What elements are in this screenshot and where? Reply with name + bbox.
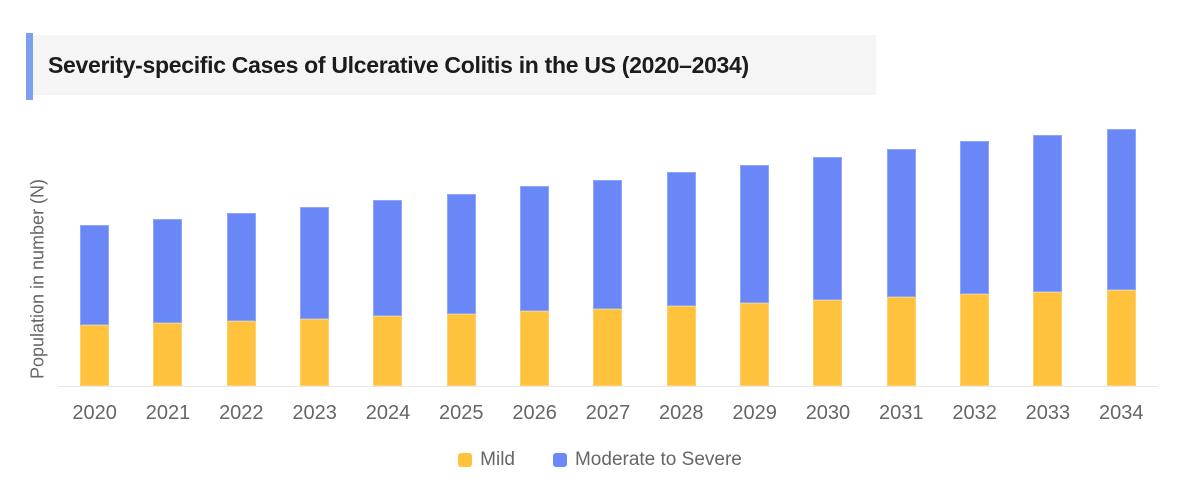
bar-column-2024: [351, 110, 424, 386]
stacked-bar-2026: [520, 186, 550, 386]
bar-segment-2026-moderate-to-severe: [520, 186, 550, 311]
stacked-bar-2021: [153, 219, 183, 386]
stacked-bar-2028: [666, 172, 696, 386]
bar-column-2032: [938, 110, 1011, 386]
bar-column-2021: [131, 110, 204, 386]
bar-segment-2032-moderate-to-severe: [960, 141, 990, 294]
chart-title: Severity-specific Cases of Ulcerative Co…: [48, 51, 749, 78]
title-box: Severity-specific Cases of Ulcerative Co…: [33, 35, 876, 95]
bar-column-2033: [1011, 110, 1084, 386]
x-axis-label-2028: 2028: [659, 402, 704, 424]
x-axis-labels: 2020 2021 2022 2023 2024 2025 2026 2027 2028 2029…: [58, 402, 1158, 425]
bar-segment-2028-moderate-to-severe: [666, 172, 696, 306]
bar-segment-2033-moderate-to-severe: [1033, 135, 1063, 292]
bar-segment-2024-moderate-to-severe: [373, 200, 403, 316]
x-axis-label-2031: 2031: [879, 402, 924, 424]
bar-segment-2029-moderate-to-severe: [740, 165, 770, 303]
bar-column-2030: [791, 110, 864, 386]
bar-segment-2023-moderate-to-severe: [300, 207, 330, 319]
stacked-bar-2034: [1106, 129, 1136, 386]
stacked-bar-2032: [960, 141, 990, 386]
bar-segment-2030-mild: [813, 300, 843, 386]
stacked-bar-2023: [300, 207, 330, 386]
x-axis-label-2025: 2025: [439, 402, 484, 424]
bar-segment-2032-mild: [960, 294, 990, 386]
x-axis-line: [58, 386, 1158, 387]
bar-segment-2030-moderate-to-severe: [813, 157, 843, 300]
x-axis-label-2032: 2032: [952, 402, 997, 424]
stacked-bar-2027: [593, 180, 623, 386]
bar-segment-2034-moderate-to-severe: [1106, 129, 1136, 290]
title-accent-bar: [26, 33, 33, 100]
legend-item-moderate-to-severe[interactable]: Moderate to Severe: [552, 449, 742, 471]
stacked-bar-2029: [740, 165, 770, 386]
bar-column-2031: [865, 110, 938, 386]
x-axis-label-2029: 2029: [732, 402, 777, 424]
bar-segment-2034-mild: [1106, 290, 1136, 386]
bar-segment-2021-moderate-to-severe: [153, 219, 183, 323]
bar-column-2034: [1085, 110, 1158, 386]
legend-label-mild: Mild: [480, 449, 515, 470]
x-axis-label-2033: 2033: [1025, 402, 1071, 424]
stacked-bar-2025: [446, 194, 476, 386]
stacked-bar-2033: [1033, 135, 1063, 386]
x-axis-label-2020: 2020: [72, 402, 117, 424]
bar-column-2028: [645, 110, 718, 386]
stacked-bar-2022: [226, 213, 256, 386]
bar-segment-2033-mild: [1033, 292, 1063, 386]
stacked-bar-2024: [373, 200, 403, 386]
bar-segment-2020-moderate-to-severe: [80, 225, 110, 325]
bar-segment-2029-mild: [740, 303, 770, 386]
bar-segment-2028-mild: [666, 306, 696, 386]
bar-segment-2027-mild: [593, 309, 623, 386]
bar-column-2023: [278, 110, 351, 386]
bar-segment-2026-mild: [520, 311, 550, 386]
bar-segment-2031-mild: [886, 297, 916, 386]
bar-column-2026: [498, 110, 571, 386]
bar-column-2029: [718, 110, 791, 386]
plot-area: [58, 110, 1158, 386]
bar-column-2025: [425, 110, 498, 386]
legend-item-mild[interactable]: Mild: [458, 449, 515, 471]
bar-segment-2027-moderate-to-severe: [593, 180, 623, 309]
stacked-bar-2030: [813, 157, 843, 386]
moderate-to-severe-swatch-icon: [552, 453, 567, 467]
x-axis-label-2026: 2026: [512, 402, 557, 424]
bar-segment-2031-moderate-to-severe: [886, 149, 916, 297]
x-axis-label-2023: 2023: [292, 402, 337, 424]
stacked-bar-2020: [80, 225, 110, 386]
stacked-bar-2031: [886, 149, 916, 386]
bar-segment-2022-moderate-to-severe: [226, 213, 256, 321]
legend-label-moderate-to-severe: Moderate to Severe: [574, 449, 742, 470]
bar-segment-2025-moderate-to-severe: [446, 194, 476, 314]
bar-segment-2021-mild: [153, 323, 183, 386]
mild-swatch-icon: [458, 453, 473, 467]
x-axis-label-2027: 2027: [585, 402, 631, 424]
x-axis-label-2034: 2034: [1099, 402, 1144, 424]
bar-column-2027: [571, 110, 644, 386]
x-axis-label-2030: 2030: [805, 402, 851, 424]
legend: Mild Moderate to Severe: [0, 449, 1200, 471]
x-axis-label-2024: 2024: [365, 402, 411, 424]
bar-segment-2020-mild: [80, 325, 110, 386]
bar-segment-2023-mild: [300, 319, 330, 386]
x-axis-label-2022: 2022: [219, 402, 264, 424]
y-axis-title: Population in number (N): [27, 178, 48, 380]
x-axis-label-2021: 2021: [145, 402, 191, 424]
bar-segment-2022-mild: [226, 321, 256, 386]
bar-column-2022: [205, 110, 278, 386]
bar-segment-2025-mild: [446, 314, 476, 386]
bar-column-2020: [58, 110, 131, 386]
bar-segment-2024-mild: [373, 316, 403, 386]
